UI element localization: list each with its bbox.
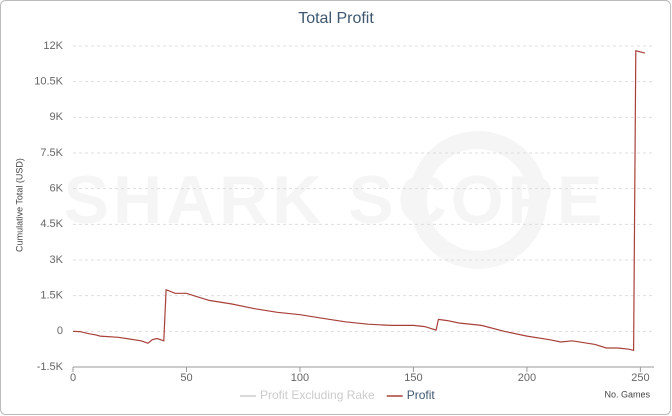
y-axis-label: Cumulative Total (USD) (14, 158, 24, 252)
x-tick-label: 250 (631, 372, 649, 384)
legend-label[interactable]: Profit Excluding Rake (260, 388, 375, 402)
y-tick-label: 1.5K (40, 290, 63, 302)
y-tick-label: 4.5K (40, 218, 63, 230)
chart-title: Total Profit (298, 10, 374, 27)
x-tick-label: 50 (180, 372, 192, 384)
profit-line (72, 50, 646, 352)
x-tick-label: 150 (404, 372, 422, 384)
y-tick-label: 9K (50, 111, 64, 123)
y-tick-label: 10.5K (34, 76, 63, 88)
legend-label[interactable]: Profit (407, 388, 436, 402)
watermark: SHARK SCOPE (64, 162, 607, 238)
x-tick-label: 200 (518, 372, 536, 384)
x-tick-label: 100 (291, 372, 309, 384)
y-tick-label: 3K (50, 254, 64, 266)
y-tick-label: -1.5K (37, 361, 64, 373)
y-tick-label: 6K (50, 183, 64, 195)
x-axis-label: No. Games (604, 389, 650, 399)
y-tick-label: 0 (57, 325, 63, 337)
watermark-group: SHARK SCOPE (64, 131, 607, 269)
y-tick-label: 12K (43, 40, 63, 52)
x-tick-label: 0 (70, 372, 76, 384)
y-tick-label: 7.5K (40, 147, 63, 159)
